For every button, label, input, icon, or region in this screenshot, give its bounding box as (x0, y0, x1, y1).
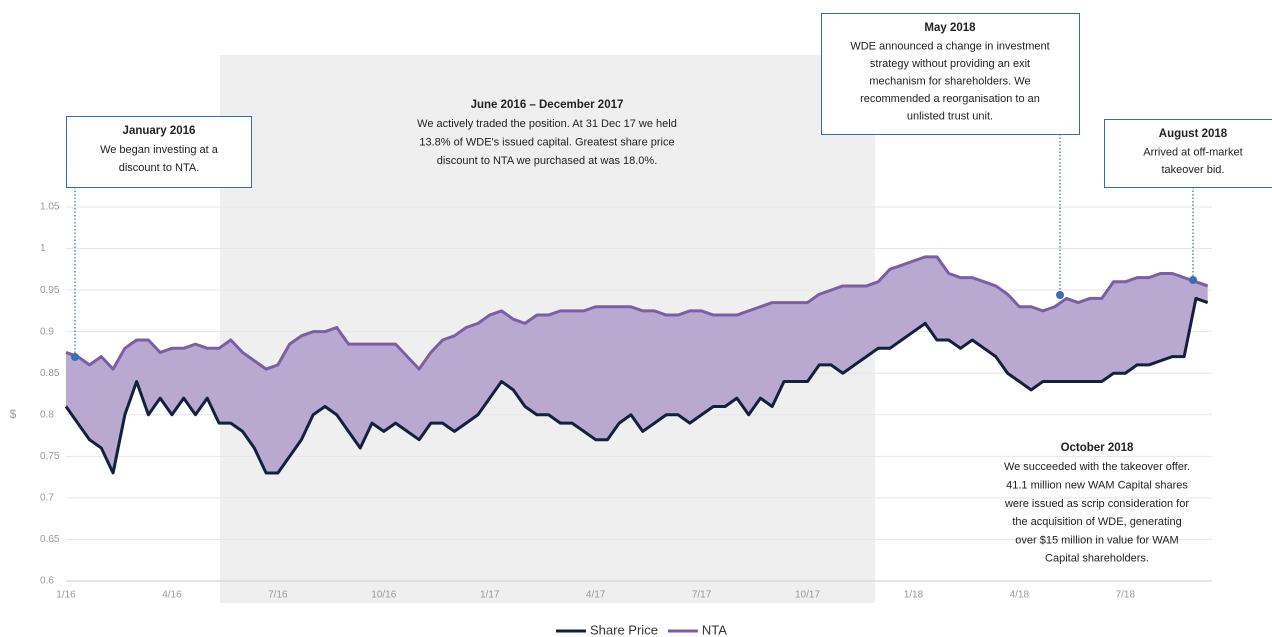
annotation-box (66, 116, 252, 188)
annotation-title: October 2018 (1061, 442, 1134, 454)
annotation-box (1104, 119, 1272, 188)
y-tick-label: 0.85 (40, 368, 60, 379)
legend-label: Share Price (590, 622, 658, 637)
y-tick-label: 0.65 (40, 534, 60, 545)
annotation-text: discount to NTA. (119, 162, 200, 174)
event-dot (71, 353, 79, 361)
y-tick-label: 0.8 (40, 409, 54, 420)
annotation-text: 13.8% of WDE's issued capital. Greatest … (419, 137, 674, 149)
spread-area (66, 256, 1208, 473)
x-tick-label: 4/16 (162, 590, 182, 601)
annotation-text: the acquisition of WDE, generating (1012, 516, 1181, 528)
event-dot (1189, 276, 1197, 284)
annotation-text: We began investing at a (100, 144, 219, 156)
y-tick-label: 0.7 (40, 493, 54, 504)
series-line (64, 296, 1209, 475)
annotation-text: We succeeded with the takeover offer. (1004, 461, 1190, 473)
y-tick-label: 0.9 (40, 326, 54, 337)
annotation-text: recommended a reorganisation to an (860, 93, 1040, 105)
annotation-text: over $15 million in value for WAM (1015, 534, 1178, 546)
x-tick-label: 7/16 (268, 590, 288, 601)
annotation-text: strategy without providing an exit (870, 58, 1030, 70)
x-tick-label: 7/18 (1116, 590, 1136, 601)
x-tick-label: 4/18 (1010, 590, 1030, 601)
annotation-text: mechanism for shareholders. We (869, 75, 1030, 87)
x-tick-label: 10/16 (371, 590, 396, 601)
annotation-title: August 2018 (1159, 128, 1228, 140)
y-tick-label: 1 (40, 243, 46, 254)
annotation-box (821, 13, 1080, 135)
legend-label: NTA (702, 622, 727, 637)
x-tick-label: 1/18 (904, 590, 924, 601)
annotation-text: takeover bid. (1162, 164, 1225, 176)
annotation-text: 41.1 million new WAM Capital shares (1006, 480, 1188, 492)
plot: 0.6 0.65 0.7 0.75 0.8 0.85 0.9 0.95 1 1.05 1/16 4/1… (40, 202, 1212, 601)
y-tick-label: 0.75 (40, 451, 60, 462)
x-tick-label: 10/17 (795, 590, 820, 601)
y-axis-label: $ (10, 407, 17, 421)
x-tick-label: 1/16 (56, 590, 76, 601)
annotation-text: Arrived at off-market (1143, 146, 1242, 158)
annotation-text: We actively traded the position. At 31 D… (417, 118, 677, 130)
series-line (65, 255, 1209, 371)
annotation-title: January 2016 (123, 125, 196, 137)
annotation-text: were issued as scrip consideration for (1004, 498, 1189, 510)
annotation-text: WDE announced a change in investment (850, 40, 1049, 52)
y-tick-label: 0.6 (40, 576, 54, 587)
event-dot (1056, 291, 1064, 299)
x-tick-label: 1/17 (480, 590, 500, 601)
annotation-title: June 2016 – December 2017 (471, 99, 624, 111)
x-tick-label: 4/17 (586, 590, 606, 601)
annotation-title: May 2018 (924, 22, 976, 34)
x-tick-label: 7/17 (692, 590, 712, 601)
annotation-text: unlisted trust unit. (907, 110, 993, 122)
y-tick-label: 1.05 (40, 202, 60, 213)
y-tick-label: 0.95 (40, 285, 60, 296)
annotations: January 2016 We began investing at a disco… (100, 22, 1243, 565)
annotation-text: Capital shareholders. (1045, 553, 1149, 565)
annotation-text: discount to NTA we purchased at was 18.0… (437, 155, 658, 167)
